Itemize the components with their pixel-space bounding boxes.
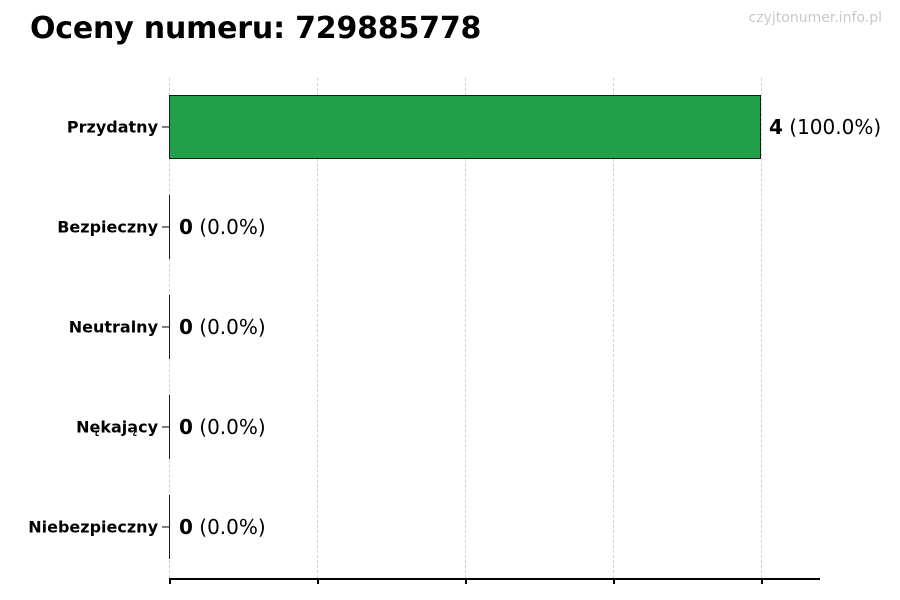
bar-value-bezpieczny: 0 (0.0%) (179, 215, 266, 239)
gridline-4 (761, 78, 762, 578)
bar-bezpieczny[interactable] (169, 195, 170, 259)
bar-nekajacy[interactable] (169, 395, 170, 459)
gridline-3 (613, 78, 614, 578)
bar-value-niebezpieczny: 0 (0.0%) (179, 515, 266, 539)
bar-percent-nekajacy: (0.0%) (199, 415, 266, 439)
bar-count-neutralny: 0 (179, 315, 193, 339)
bar-value-nekajacy: 0 (0.0%) (179, 415, 266, 439)
y-axis-tick-nekajacy (162, 426, 169, 428)
site-watermark: czyjtonumer.info.pl (748, 10, 882, 26)
y-axis-label-przydatny: Przydatny (66, 117, 158, 137)
bar-value-przydatny: 4 (100.0%) (769, 115, 881, 139)
bar-przydatny[interactable] (169, 95, 761, 159)
bar-niebezpieczny[interactable] (169, 495, 170, 559)
bar-neutralny[interactable] (169, 295, 170, 359)
x-axis-tick-0 (169, 578, 171, 584)
y-axis-tick-przydatny (162, 126, 169, 128)
y-axis-tick-neutralny (162, 326, 169, 328)
bar-percent-bezpieczny: (0.0%) (199, 215, 266, 239)
y-axis-tick-niebezpieczny (162, 526, 169, 528)
bar-value-neutralny: 0 (0.0%) (179, 315, 266, 339)
y-axis-label-neutralny: Neutralny (68, 317, 158, 337)
bar-count-nekajacy: 0 (179, 415, 193, 439)
gridline-2 (465, 78, 466, 578)
y-axis-label-bezpieczny: Bezpieczny (57, 217, 158, 237)
bar-count-bezpieczny: 0 (179, 215, 193, 239)
bar-percent-niebezpieczny: (0.0%) (199, 515, 266, 539)
x-axis-line (169, 578, 820, 580)
bar-percent-neutralny: (0.0%) (199, 315, 266, 339)
x-axis-tick-2 (465, 578, 467, 584)
bar-count-przydatny: 4 (769, 115, 783, 139)
y-axis-label-nekajacy: Nękający (76, 417, 158, 437)
bar-count-niebezpieczny: 0 (179, 515, 193, 539)
x-axis-tick-1 (317, 578, 319, 584)
y-axis-label-niebezpieczny: Niebezpieczny (28, 517, 158, 537)
x-axis-tick-4 (761, 578, 763, 584)
x-axis-tick-3 (613, 578, 615, 584)
page-title: Oceny numeru: 729885778 (30, 11, 482, 46)
gridline-1 (317, 78, 318, 578)
y-axis-tick-bezpieczny (162, 226, 169, 228)
bar-percent-przydatny: (100.0%) (789, 115, 882, 139)
